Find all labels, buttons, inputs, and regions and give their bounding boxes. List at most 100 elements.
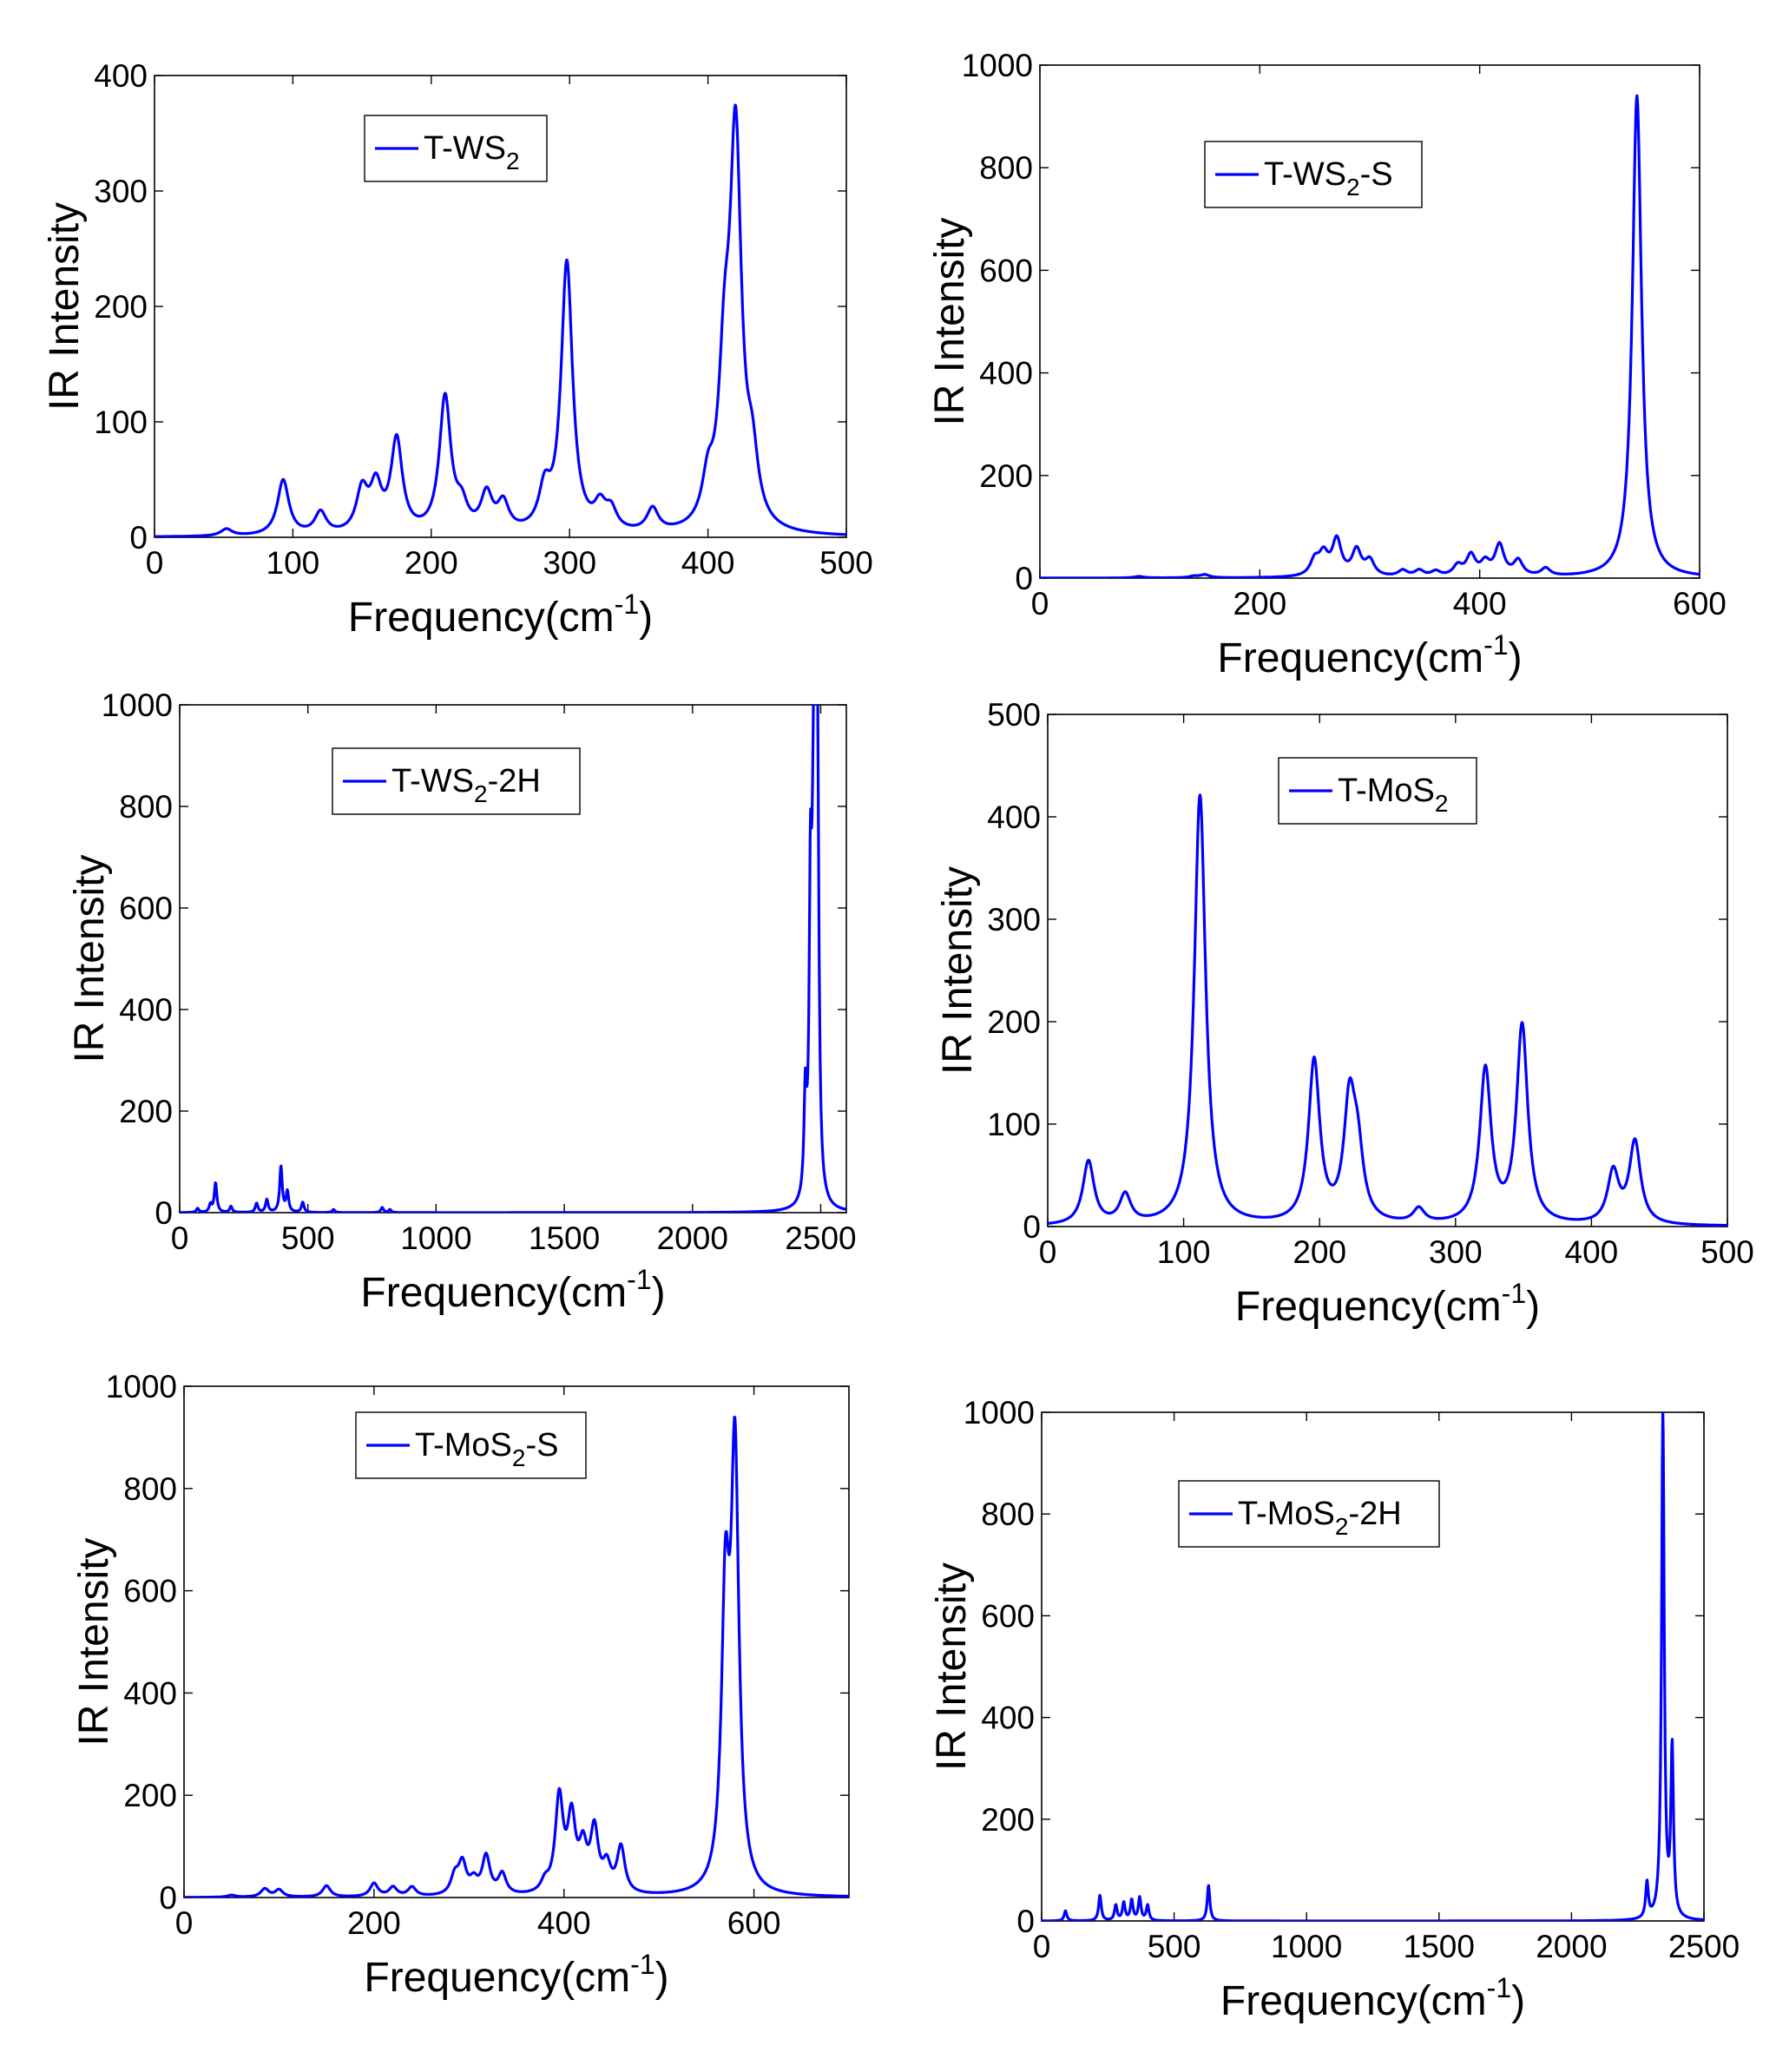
y-tick-label: 0 (129, 520, 148, 556)
y-tick-label: 300 (94, 174, 148, 209)
x-axis-label: Frequency(cm-1) (1220, 1972, 1525, 2024)
x-tick-label: 400 (1565, 1234, 1619, 1270)
chart-panel-3: 0 500 1000 1500 2000 2500 0 200 400 600 800 1000 Fre… (67, 687, 857, 1316)
y-axis-label: IR Intensity (42, 202, 88, 411)
y-tick-label: 600 (123, 1574, 177, 1609)
chart-panel-6: 0 500 1000 1500 2000 2500 0 200 400 600 800 1000 Fre… (929, 1395, 1740, 2024)
y-tick-label: 600 (979, 253, 1033, 288)
x-tick-label: 200 (1233, 586, 1286, 622)
x-tick-label: 600 (727, 1905, 781, 1941)
legend: T-WS2 (364, 115, 548, 182)
x-tick-label: 500 (1148, 1929, 1201, 1964)
x-tick-label: 300 (1429, 1234, 1483, 1270)
y-axis-label: IR Intensity (71, 1537, 117, 1746)
y-tick-label: 300 (987, 902, 1041, 937)
x-axis-label: Frequency(cm-1) (348, 589, 653, 641)
spectrum-line (155, 103, 846, 537)
y-tick-label: 400 (981, 1700, 1035, 1736)
spectrum-line (1048, 793, 1727, 1227)
y-tick-label: 100 (987, 1107, 1041, 1142)
x-axis-label: Frequency(cm-1) (360, 1264, 665, 1316)
y-tick-label: 600 (119, 891, 173, 926)
spectrum-line (1040, 94, 1700, 578)
y-tick-label: 100 (94, 405, 148, 440)
legend: T-MoS2-S (355, 1411, 587, 1479)
y-tick-label: 400 (94, 58, 148, 94)
y-tick-label: 200 (94, 289, 148, 325)
y-tick-label: 400 (119, 992, 173, 1028)
y-tick-label: 1000 (964, 1395, 1035, 1431)
x-tick-label: 0 (146, 545, 164, 581)
x-tick-label: 200 (347, 1905, 401, 1941)
x-tick-label: 0 (1039, 1234, 1057, 1270)
plot-frame (1039, 64, 1700, 579)
legend: T-MoS2 (1278, 757, 1477, 825)
x-tick-label: 1500 (529, 1220, 600, 1256)
chart-panel-2: 0 200 400 600 0 200 400 600 800 1000 Frequency(cm-… (927, 48, 1727, 681)
legend-label: T-WS2-2H (391, 763, 541, 807)
y-tick-label: 200 (119, 1094, 173, 1129)
y-tick-label: 1000 (102, 687, 173, 723)
x-axis-label: Frequency(cm-1) (1217, 629, 1522, 681)
x-tick-label: 100 (266, 545, 320, 581)
y-tick-label: 800 (119, 789, 173, 825)
y-tick-label: 800 (979, 150, 1033, 186)
legend: T-WS2-S (1204, 141, 1423, 208)
y-tick-label: 600 (981, 1598, 1035, 1634)
x-tick-label: 0 (1033, 1929, 1051, 1964)
x-tick-label: 2000 (657, 1220, 728, 1256)
x-tick-label: 500 (1700, 1234, 1754, 1270)
x-tick-label: 0 (171, 1220, 189, 1256)
y-tick-label: 400 (987, 799, 1041, 835)
y-tick-label: 200 (987, 1004, 1041, 1040)
y-tick-label: 500 (987, 697, 1041, 733)
y-tick-label: 0 (155, 1195, 173, 1231)
legend-label: T-WS2-S (1264, 156, 1393, 201)
legend-label: T-MoS2 (1338, 773, 1448, 817)
x-tick-label: 1500 (1404, 1929, 1475, 1964)
x-tick-label: 600 (1673, 586, 1727, 622)
y-tick-label: 0 (1023, 1209, 1041, 1245)
x-tick-label: 0 (1031, 586, 1049, 622)
y-tick-label: 0 (1015, 561, 1033, 596)
y-tick-label: 200 (981, 1802, 1035, 1838)
spectrum-line (184, 1415, 849, 1898)
y-tick-label: 200 (979, 458, 1033, 494)
y-axis-label: IR Intensity (67, 854, 113, 1062)
chart-panel-5: 0 200 400 600 0 200 400 600 800 1000 Frequency(cm-… (71, 1369, 850, 2001)
legend: T-MoS2-2H (1178, 1480, 1440, 1548)
x-axis-label: Frequency(cm-1) (364, 1949, 668, 2001)
x-tick-label: 400 (1453, 586, 1507, 622)
y-tick-label: 800 (123, 1471, 177, 1507)
x-tick-label: 500 (819, 545, 873, 581)
x-tick-label: 2500 (1668, 1929, 1740, 1964)
plot-frame (1047, 714, 1728, 1227)
x-tick-label: 300 (543, 545, 596, 581)
x-tick-label: 2000 (1536, 1929, 1607, 1964)
y-tick-label: 1000 (106, 1369, 177, 1404)
y-axis-label: IR Intensity (927, 217, 973, 425)
y-tick-label: 0 (159, 1880, 177, 1916)
x-tick-label: 100 (1157, 1234, 1211, 1270)
x-tick-label: 500 (281, 1220, 335, 1256)
x-tick-label: 1000 (1271, 1929, 1342, 1964)
spectrum-line (180, 705, 846, 1213)
y-tick-label: 800 (981, 1496, 1035, 1532)
chart-panel-4: 0 100 200 300 400 500 0 100 200 300 400 500 Frequenc… (935, 697, 1754, 1330)
x-tick-label: 200 (405, 545, 458, 581)
y-tick-label: 400 (979, 356, 1033, 391)
x-tick-label: 2500 (785, 1220, 856, 1256)
legend-label: T-MoS2-2H (1238, 1496, 1402, 1540)
legend-label: T-WS2 (424, 130, 520, 174)
x-tick-label: 400 (537, 1905, 591, 1941)
plot-frame (183, 1385, 850, 1898)
y-tick-label: 200 (123, 1778, 177, 1813)
y-axis-label: IR Intensity (935, 866, 981, 1075)
x-tick-label: 0 (175, 1905, 194, 1941)
y-tick-label: 400 (123, 1675, 177, 1711)
legend: T-WS2-2H (332, 747, 581, 815)
spectrum-line (1042, 1412, 1704, 1921)
x-tick-label: 1000 (400, 1220, 471, 1256)
y-tick-label: 0 (1016, 1904, 1035, 1939)
